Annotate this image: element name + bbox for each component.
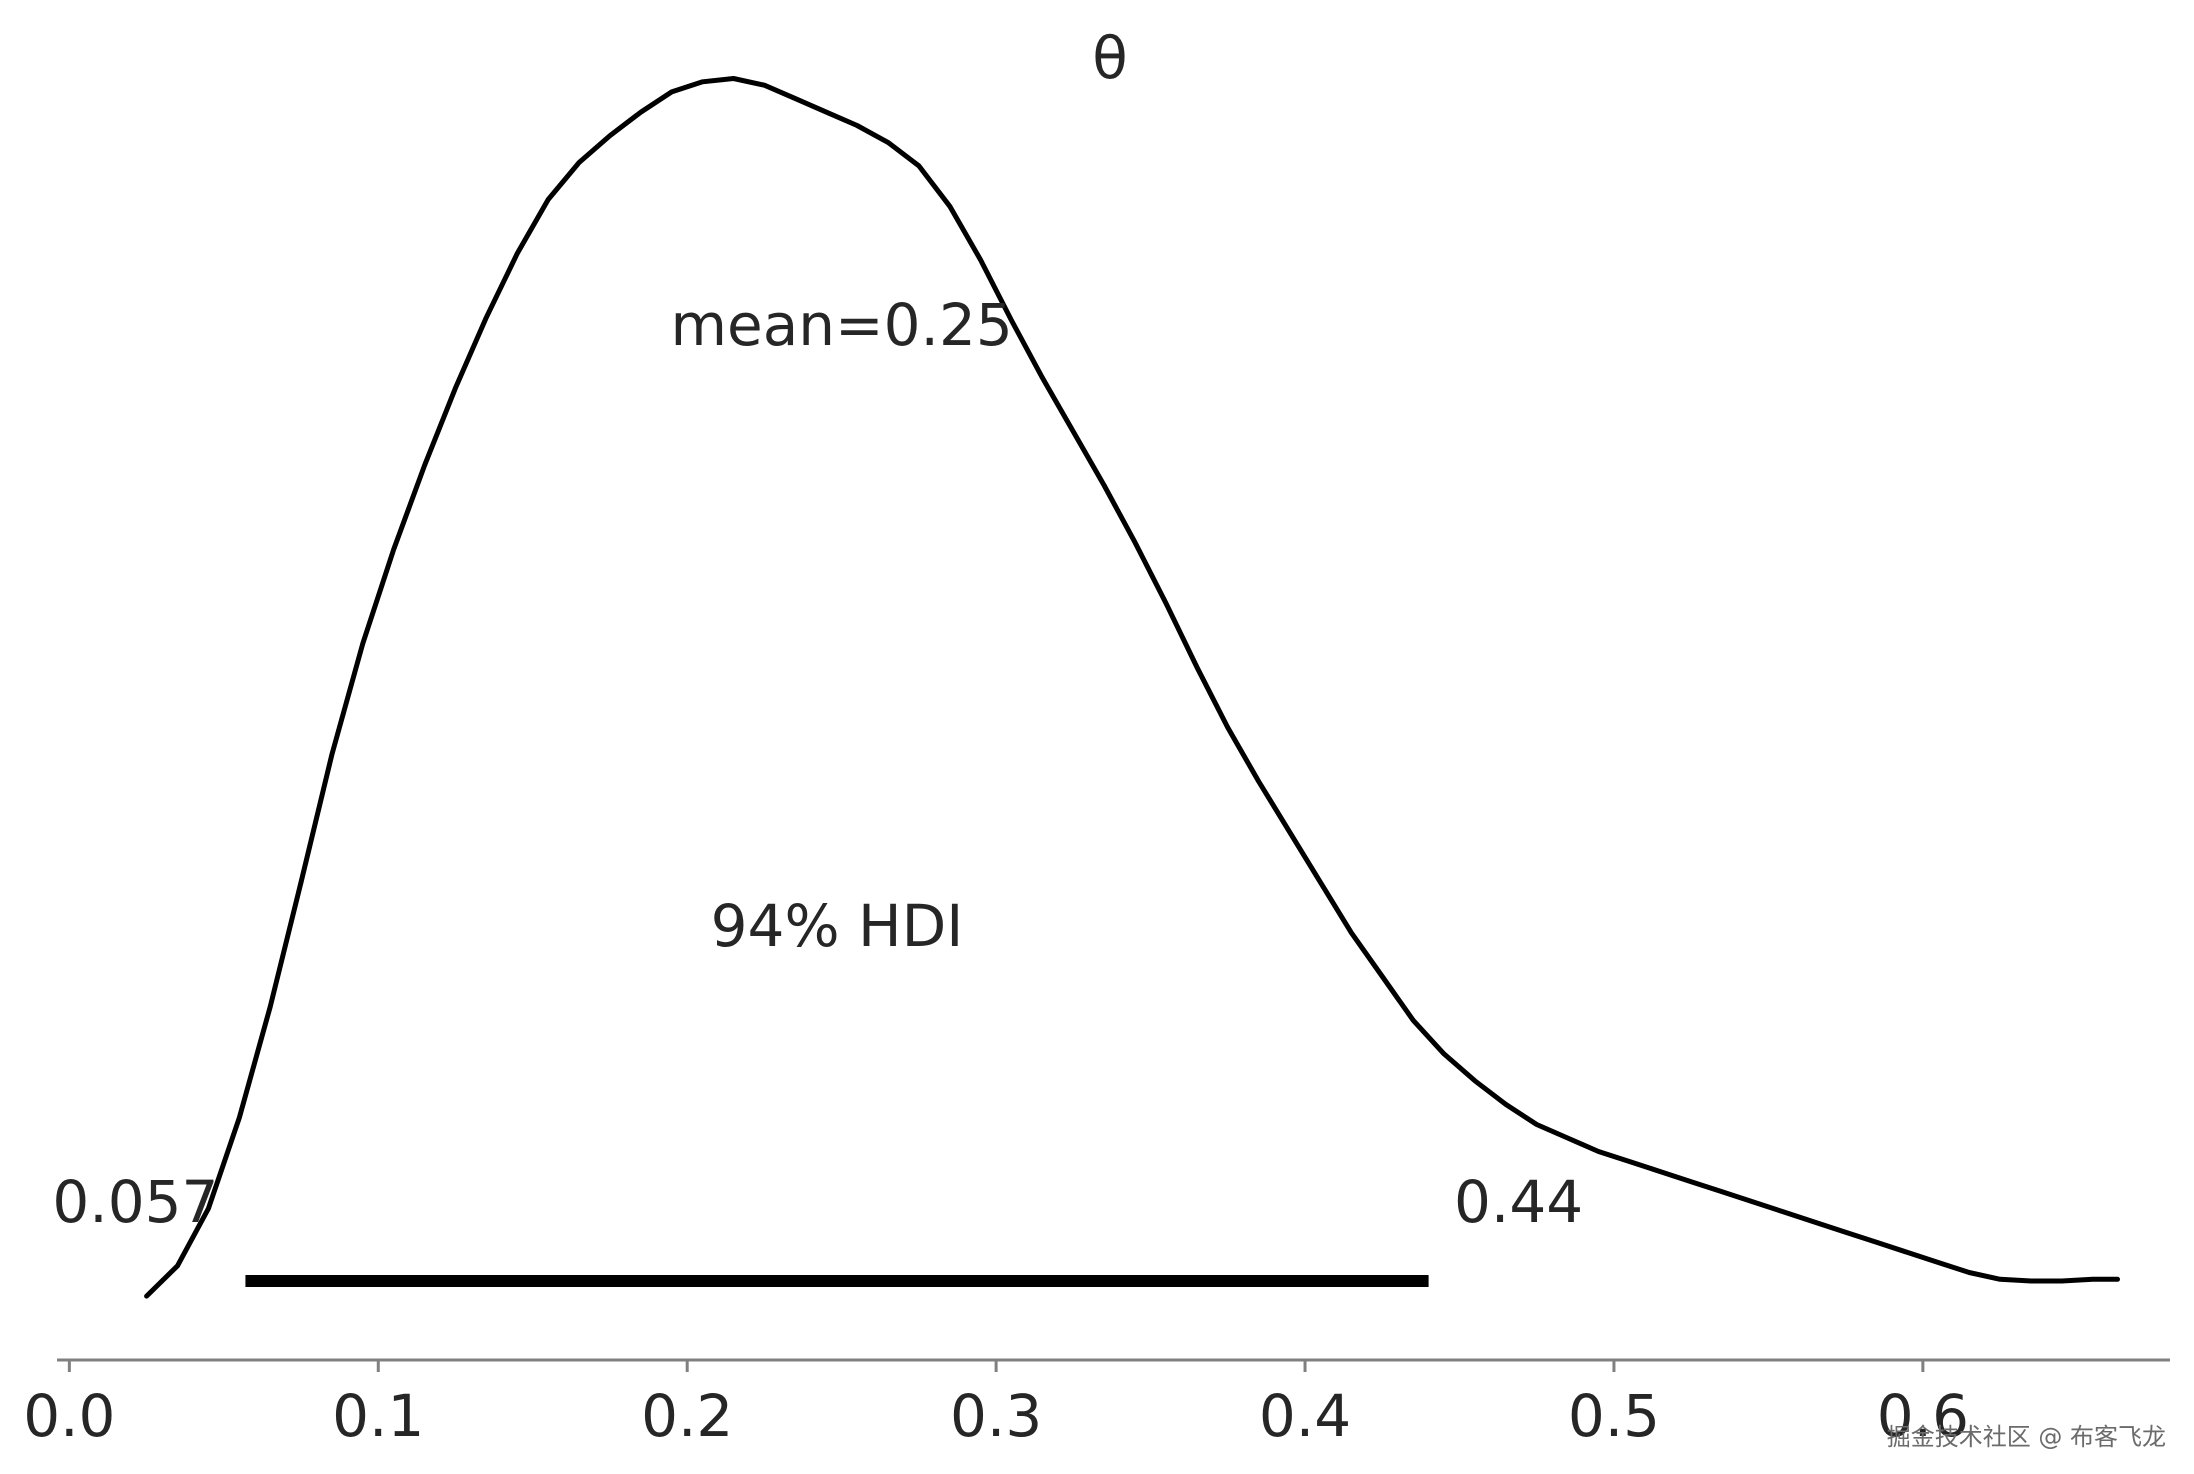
density-curve: [144, 76, 2120, 1299]
x-tick-label: 0.3: [950, 1382, 1042, 1450]
mean-label: mean=0.25: [671, 291, 1013, 359]
x-tick-label: 0.1: [332, 1382, 424, 1450]
watermark: 掘金技术社区 @ 布客飞龙: [1886, 1423, 2166, 1451]
hdi-label: 94% HDI: [711, 892, 964, 960]
x-tick-label: 0.0: [23, 1382, 115, 1450]
hdi-low-label: 0.057: [52, 1168, 218, 1236]
x-tick-label: 0.6: [1877, 1382, 1969, 1450]
x-tick-label: 0.2: [641, 1382, 733, 1450]
x-tick-label: 0.4: [1259, 1382, 1351, 1450]
x-tick-label: 0.5: [1568, 1382, 1660, 1450]
chart-title: θ: [1092, 24, 1128, 92]
hdi-high-label: 0.44: [1454, 1168, 1583, 1236]
x-axis-ticks: 0.0 0.1 0.2 0.3 0.4 0.5 0.6: [23, 1360, 1969, 1450]
